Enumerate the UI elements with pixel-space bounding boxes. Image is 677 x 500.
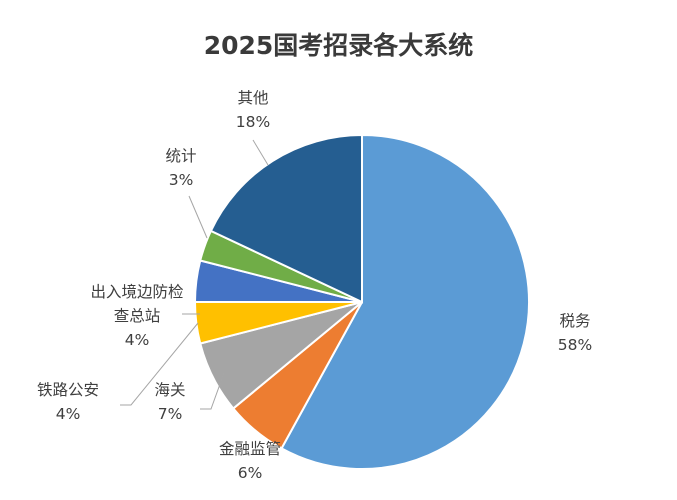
slice-label-3: 海关 7% (154, 381, 185, 423)
slice-value-7: 18% (236, 113, 270, 131)
slice-value-6: 3% (169, 171, 194, 189)
slice-value-1: 58% (558, 336, 592, 354)
slice-value-5: 4% (125, 331, 150, 349)
slice-name-2: 金融监管 (219, 440, 281, 458)
slice-value-4: 4% (56, 405, 81, 423)
slice-name-4: 铁路公安 (37, 381, 99, 399)
slice-label-4: 铁路公安 4% (37, 381, 99, 423)
slice-label-1: 税务 58% (558, 312, 592, 354)
slice-name-5: 查总站 (114, 307, 161, 325)
leader-line-4 (120, 322, 199, 406)
slice-label-6: 统计 3% (165, 147, 196, 189)
slice-label-2: 金融监管 6% (219, 440, 281, 482)
slice-label-7: 其他 18% (236, 89, 270, 131)
slice-name-3: 海关 (154, 381, 185, 399)
slice-name-7: 其他 (237, 89, 268, 107)
leader-line-7 (252, 139, 269, 166)
slice-name-5: 出入境边防检 (90, 282, 183, 301)
leader-line-3 (200, 372, 225, 410)
slice-value-3: 7% (158, 405, 183, 423)
slice-value-2: 6% (238, 464, 263, 482)
chart-title: 2025国考招录各大系统 (203, 31, 474, 60)
pie-slice-7 (209, 133, 363, 304)
slice-name-6: 统计 (165, 147, 196, 165)
slice-label-5: 出入境边防检查总站 4% (90, 282, 183, 349)
leader-line-6 (188, 195, 208, 239)
slice-name-1: 税务 (559, 312, 590, 330)
pie-slice-1 (280, 133, 530, 470)
